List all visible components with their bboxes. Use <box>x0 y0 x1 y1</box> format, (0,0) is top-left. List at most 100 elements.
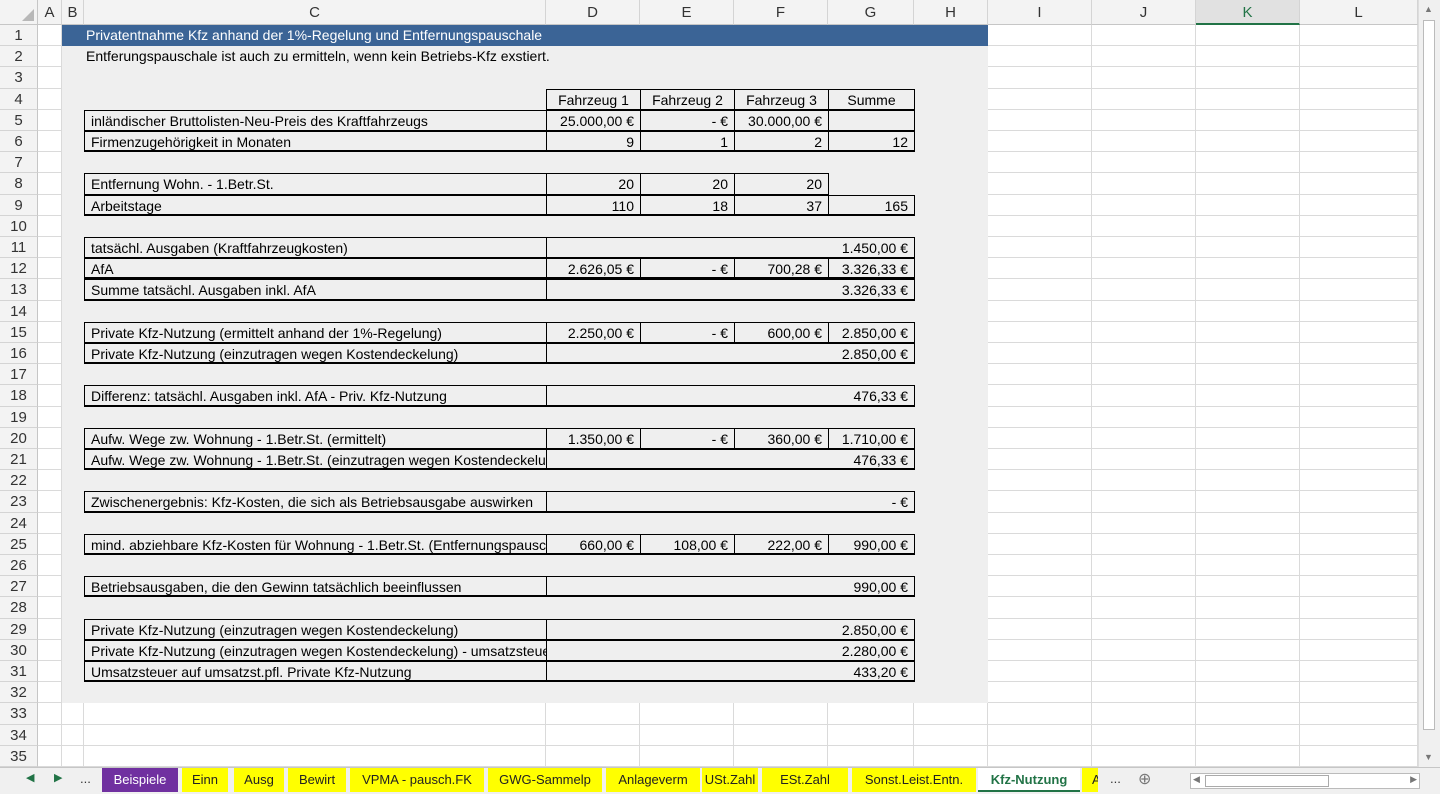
column-header-d[interactable]: D <box>546 0 640 25</box>
column-header-l[interactable]: L <box>1300 0 1418 25</box>
row-label-cell[interactable]: inländischer Bruttolisten-Neu-Preis des … <box>84 109 547 131</box>
row-label-cell[interactable]: Firmenzugehörigkeit in Monaten <box>84 131 547 153</box>
prev-sheet-icon[interactable]: ◀ <box>26 772 35 784</box>
column-header-a[interactable]: A <box>38 0 62 25</box>
value-cell[interactable]: 222,00 € <box>734 533 829 555</box>
sheet-tab[interactable]: GWG-Sammelp <box>488 768 602 792</box>
row-label-cell[interactable]: AfA <box>84 258 547 280</box>
row-header-25[interactable]: 25 <box>0 533 38 555</box>
value-cell[interactable]: 660,00 € <box>546 533 641 555</box>
row-label-cell[interactable]: Private Kfz-Nutzung (einzutragen wegen K… <box>84 343 547 365</box>
row-header-9[interactable]: 9 <box>0 194 38 216</box>
value-cell[interactable]: 25.000,00 € <box>546 109 641 131</box>
row-header-4[interactable]: 4 <box>0 88 38 110</box>
sheet-tab[interactable]: Bewirt <box>288 768 346 792</box>
value-cell[interactable] <box>828 109 915 131</box>
row-header-6[interactable]: 6 <box>0 131 38 153</box>
row-header-24[interactable]: 24 <box>0 512 38 534</box>
merged-value-cell[interactable]: - € <box>546 491 915 513</box>
hscroll-thumb[interactable] <box>1205 775 1329 787</box>
merged-value-cell[interactable]: 990,00 € <box>546 576 915 598</box>
column-header-e[interactable]: E <box>640 0 734 25</box>
row-header-5[interactable]: 5 <box>0 109 38 131</box>
row-header-33[interactable]: 33 <box>0 703 38 725</box>
row-header-26[interactable]: 26 <box>0 555 38 577</box>
row-label-cell[interactable]: Entfernung Wohn. - 1.Betr.St. <box>84 173 547 195</box>
row-header-27[interactable]: 27 <box>0 576 38 598</box>
row-header-20[interactable]: 20 <box>0 427 38 449</box>
value-cell[interactable]: 165 <box>828 194 915 216</box>
row-label-cell[interactable]: mind. abziehbare Kfz-Kosten für Wohnung … <box>84 533 547 555</box>
merged-value-cell[interactable]: 476,33 € <box>546 449 915 471</box>
column-header-g[interactable]: G <box>828 0 914 25</box>
value-cell[interactable]: - € <box>640 427 735 449</box>
horizontal-scrollbar[interactable]: ◀ ▶ <box>1190 773 1420 789</box>
row-header-13[interactable]: 13 <box>0 279 38 301</box>
row-label-cell[interactable]: Aufw. Wege zw. Wohnung - 1.Betr.St. (ein… <box>84 449 547 471</box>
row-header-28[interactable]: 28 <box>0 597 38 619</box>
sheet-tab[interactable]: Ar <box>1082 768 1098 792</box>
row-header-29[interactable]: 29 <box>0 618 38 640</box>
value-cell[interactable]: 20 <box>640 173 735 195</box>
merged-value-cell[interactable]: 2.850,00 € <box>546 343 915 365</box>
row-header-31[interactable]: 31 <box>0 661 38 683</box>
value-cell[interactable]: - € <box>640 258 735 280</box>
row-label-cell[interactable]: Arbeitstage <box>84 194 547 216</box>
column-label-cell[interactable]: Fahrzeug 3 <box>734 88 829 110</box>
column-header-j[interactable]: J <box>1092 0 1196 25</box>
row-label-cell[interactable]: Summe tatsächl. Ausgaben inkl. AfA <box>84 279 547 301</box>
row-header-18[interactable]: 18 <box>0 385 38 407</box>
column-header-c[interactable]: C <box>84 0 546 25</box>
column-header-b[interactable]: B <box>62 0 84 25</box>
value-cell[interactable]: 12 <box>828 131 915 153</box>
column-label-cell[interactable]: Fahrzeug 2 <box>640 88 735 110</box>
sheet-tab[interactable]: Anlageverm <box>606 768 700 792</box>
scroll-thumb[interactable] <box>1423 20 1435 730</box>
row-header-16[interactable]: 16 <box>0 343 38 365</box>
value-cell[interactable]: 3.326,33 € <box>828 258 915 280</box>
select-all-corner[interactable] <box>0 0 38 25</box>
row-header-21[interactable]: 21 <box>0 449 38 471</box>
row-header-30[interactable]: 30 <box>0 639 38 661</box>
sheet-tab[interactable]: Beispiele <box>102 768 178 792</box>
value-cell[interactable]: 990,00 € <box>828 533 915 555</box>
row-header-23[interactable]: 23 <box>0 491 38 513</box>
value-cell[interactable]: 700,28 € <box>734 258 829 280</box>
row-header-22[interactable]: 22 <box>0 470 38 492</box>
sheet-tab[interactable]: Sonst.Leist.Entn. <box>852 768 976 792</box>
row-header-3[interactable]: 3 <box>0 67 38 89</box>
row-label-cell[interactable]: Private Kfz-Nutzung (einzutragen wegen K… <box>84 618 547 640</box>
merged-value-cell[interactable]: 1.450,00 € <box>546 237 915 259</box>
row-label-cell[interactable]: Aufw. Wege zw. Wohnung - 1.Betr.St. (erm… <box>84 427 547 449</box>
row-label-cell[interactable]: Zwischenergebnis: Kfz-Kosten, die sich a… <box>84 491 547 513</box>
column-header-f[interactable]: F <box>734 0 828 25</box>
row-header-17[interactable]: 17 <box>0 364 38 386</box>
row-header-11[interactable]: 11 <box>0 237 38 259</box>
add-sheet-icon[interactable]: ⊕ <box>1138 771 1152 788</box>
merged-value-cell[interactable]: 2.280,00 € <box>546 639 915 661</box>
row-label-cell[interactable]: Differenz: tatsächl. Ausgaben inkl. AfA … <box>84 385 547 407</box>
column-label-cell[interactable]: Summe <box>828 88 915 110</box>
value-cell[interactable]: 2.850,00 € <box>828 321 915 343</box>
merged-value-cell[interactable]: 433,20 € <box>546 661 915 683</box>
scroll-down-icon[interactable]: ▼ <box>1424 752 1433 762</box>
column-header-k[interactable]: K <box>1196 0 1300 25</box>
value-cell[interactable]: 108,00 € <box>640 533 735 555</box>
merged-value-cell[interactable]: 476,33 € <box>546 385 915 407</box>
value-cell[interactable]: 360,00 € <box>734 427 829 449</box>
value-cell[interactable]: 2 <box>734 131 829 153</box>
vertical-scrollbar[interactable]: ▲ ▼ <box>1418 0 1440 767</box>
more-sheets-left[interactable]: ... <box>80 771 91 786</box>
merged-value-cell[interactable]: 3.326,33 € <box>546 279 915 301</box>
sheet-tab[interactable]: VPMA - pausch.FK <box>350 768 484 792</box>
merged-value-cell[interactable]: 2.850,00 € <box>546 618 915 640</box>
next-sheet-icon[interactable]: ▶ <box>54 772 63 784</box>
value-cell[interactable]: 37 <box>734 194 829 216</box>
sheet-tab[interactable]: USt.Zahl <box>702 768 758 792</box>
sheet-tab[interactable]: Ausg <box>234 768 284 792</box>
row-header-14[interactable]: 14 <box>0 300 38 322</box>
row-header-15[interactable]: 15 <box>0 321 38 343</box>
row-header-19[interactable]: 19 <box>0 406 38 428</box>
row-header-32[interactable]: 32 <box>0 682 38 704</box>
row-label-cell[interactable]: Private Kfz-Nutzung (einzutragen wegen K… <box>84 639 547 661</box>
